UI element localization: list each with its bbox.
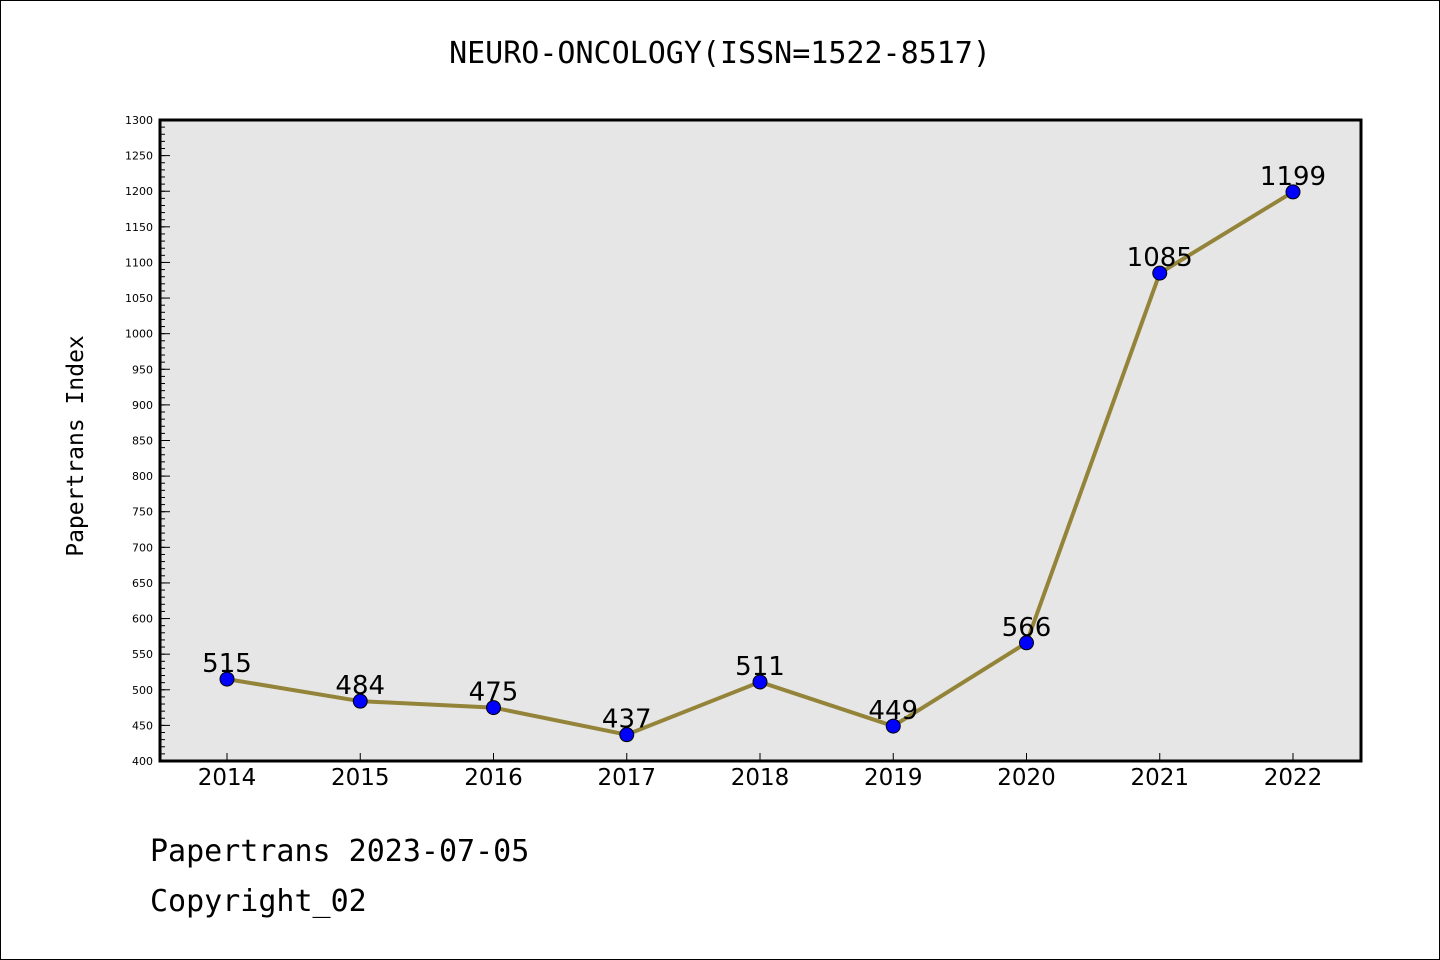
data-point: [1152, 265, 1168, 281]
data-labels: 515 484 475 437 511 449 566 1085 1199: [202, 162, 1326, 735]
x-tick-label: 2016: [464, 765, 523, 791]
y-tick-label: 1200: [125, 185, 153, 198]
footer-copyright: Copyright_02: [150, 884, 367, 919]
x-tick-label: 2019: [864, 765, 923, 791]
y-tick-label: 950: [132, 363, 153, 376]
data-point: [619, 727, 635, 743]
y-tick-label: 1300: [125, 114, 153, 127]
data-point: [486, 700, 501, 716]
data-label: 475: [469, 678, 519, 708]
x-tick-label: 2018: [731, 765, 790, 791]
plot-area: [160, 120, 1361, 761]
chart-title: NEURO-ONCOLOGY(ISSN=1522-8517): [449, 36, 991, 71]
data-point: [885, 718, 901, 734]
data-label: 1199: [1260, 162, 1326, 192]
data-label: 449: [868, 696, 918, 726]
x-tick-label: 2015: [331, 765, 390, 791]
x-tick-label: 2020: [997, 765, 1056, 791]
data-label: 511: [735, 652, 785, 682]
data-label: 566: [1002, 613, 1052, 643]
data-point: [1019, 635, 1034, 651]
x-tick-label: 2017: [597, 765, 656, 791]
data-label: 515: [202, 649, 252, 679]
y-tick-label: 1050: [125, 292, 153, 305]
x-tick-label: 2014: [198, 765, 257, 791]
y-tick-label: 550: [132, 648, 153, 661]
y-tick-label: 650: [132, 577, 153, 590]
x-axis-ticks: 2014 2015 2016 2017 2018 2019 2020 2021 2022: [198, 753, 1323, 791]
data-points: [219, 184, 1301, 743]
y-tick-label: 1000: [125, 328, 153, 341]
y-tick-label: 900: [132, 399, 153, 412]
y-tick-label: 400: [132, 755, 153, 768]
y-tick-label: 800: [132, 470, 153, 483]
x-tick-label: 2021: [1130, 765, 1189, 791]
data-label: 437: [602, 705, 652, 735]
y-axis-ticks: 400 450 500 550 600 650 700 750 800 850 900 950 1000…: [125, 114, 170, 768]
y-tick-label: 500: [132, 684, 153, 697]
y-tick-label: 1100: [125, 256, 153, 269]
y-tick-label: 850: [132, 435, 153, 448]
data-point: [1285, 184, 1301, 200]
x-tick-label: 2022: [1264, 765, 1323, 791]
y-tick-label: 450: [132, 719, 153, 732]
data-point: [752, 674, 768, 690]
y-tick-label: 600: [132, 613, 153, 626]
y-tick-label: 700: [132, 541, 153, 554]
data-point: [352, 693, 368, 709]
data-label: 484: [335, 671, 385, 701]
data-label: 1085: [1127, 243, 1193, 273]
y-tick-label: 1250: [125, 150, 153, 163]
y-tick-label: 1150: [125, 221, 153, 234]
data-point: [219, 671, 235, 687]
plot-border: [158, 118, 1363, 763]
footer-date: Papertrans 2023-07-05: [150, 834, 530, 869]
y-tick-label: 750: [132, 506, 153, 519]
